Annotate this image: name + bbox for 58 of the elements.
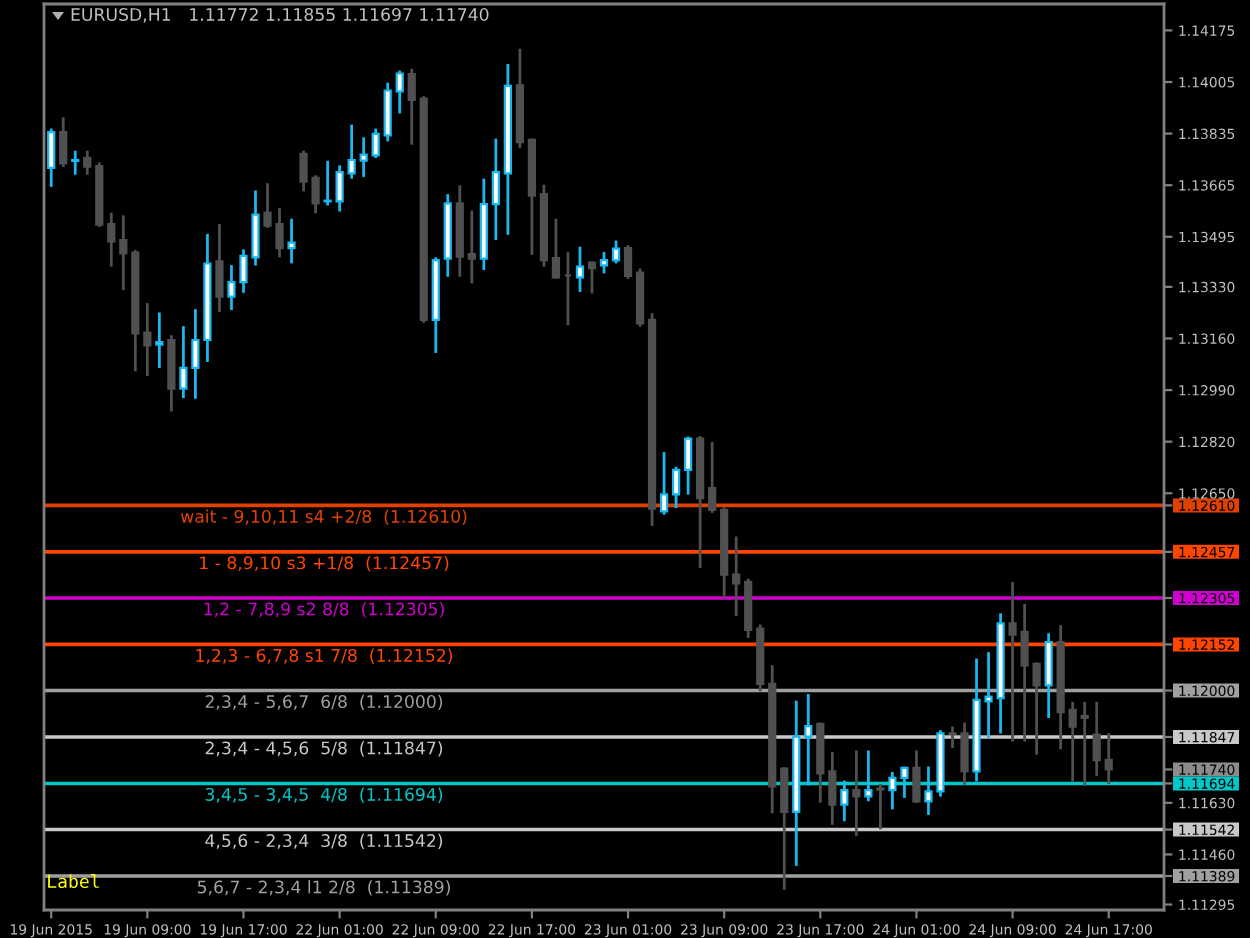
- candlestick: [143, 303, 152, 376]
- ref-line-label: wait - 9,10,11 s4 +2/8 (1.12610): [180, 509, 467, 525]
- candlestick: [71, 150, 80, 175]
- candlestick: [323, 160, 332, 206]
- candlestick: [659, 452, 669, 515]
- candlestick: [575, 246, 585, 292]
- chart-title: EURUSD,H1: [71, 7, 171, 23]
- chart-subtitle: 1.11772 1.11855 1.11697 1.11740: [190, 7, 489, 21]
- candlestick: [1104, 733, 1113, 784]
- candlestick: [119, 215, 128, 291]
- candlestick: [623, 245, 633, 279]
- candlestick: [467, 210, 476, 284]
- candlestick: [780, 767, 789, 890]
- candlestick: [551, 218, 561, 279]
- ref-line-label: 1 - 8,9,10 s3 +1/8 (1.12457): [200, 556, 449, 572]
- candlestick: [359, 137, 368, 177]
- candlestick: [347, 124, 356, 179]
- candlestick: [215, 223, 224, 312]
- candlestick: [876, 783, 885, 830]
- candlestick: [107, 212, 116, 267]
- ref-line-label: 1,2 - 7,8,9 s2 8/8 (1.12305): [204, 602, 444, 618]
- candlestick: [599, 252, 609, 274]
- candlestick: [912, 750, 921, 803]
- candlestick: [828, 751, 837, 825]
- candlestick: [1032, 662, 1041, 755]
- candlestick: [1080, 701, 1089, 787]
- candlestick: [587, 261, 597, 294]
- candlestick: [852, 750, 861, 837]
- candlestick: [83, 150, 92, 175]
- candlestick: [383, 82, 392, 142]
- ref-line-label: 3,4,5 - 3,4,5 4/8 (1.11694): [205, 787, 443, 803]
- ref-line-label: 4,5,6 - 2,3,4 3/8 (1.11542): [205, 833, 443, 850]
- ref-line-label: 5,6,7 - 2,3,4 l1 2/8 (1.11389): [197, 880, 450, 896]
- candlestick: [59, 117, 68, 167]
- candlestick: [864, 750, 873, 802]
- candlestick: [491, 138, 500, 241]
- ref-line-label: 2,3,4 - 4,5,6 5/8 (1.11847): [205, 741, 443, 757]
- candlestick: [684, 436, 693, 495]
- candlestick: [1068, 701, 1077, 782]
- candlestick: [407, 68, 416, 145]
- candlestick: [840, 780, 849, 822]
- candlestick: [732, 536, 741, 617]
- candlestick: [395, 70, 404, 114]
- candlestick: [287, 218, 296, 264]
- candlestick: [744, 578, 753, 638]
- candlestick: [1092, 701, 1101, 777]
- candlestick: [1044, 633, 1053, 719]
- candlestick: [708, 442, 717, 513]
- candlestick: [804, 694, 813, 786]
- ref-line-label: 1,2,3 - 6,7,8 s1 7/8 (1.12152): [196, 648, 453, 664]
- candlestick: [155, 312, 164, 369]
- ref-line-label: 2,3,4 - 5,6,7 6/8 (1.12000): [205, 694, 443, 711]
- annotation: Label: [48, 874, 99, 889]
- candlestick: [371, 128, 380, 159]
- candlestick: [47, 128, 56, 187]
- candlestick: [611, 240, 621, 264]
- candlestick: [671, 466, 681, 509]
- candlestick: [335, 165, 344, 212]
